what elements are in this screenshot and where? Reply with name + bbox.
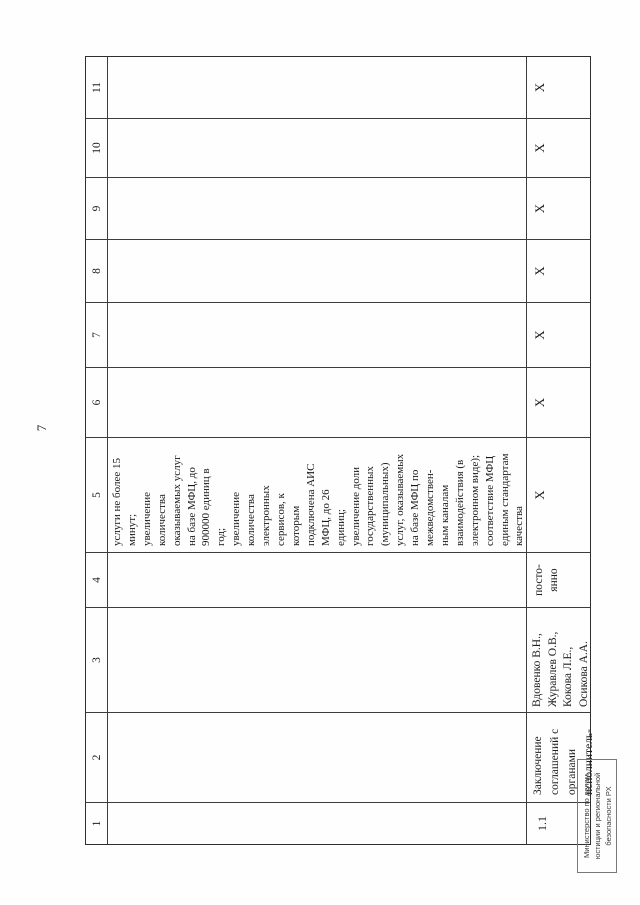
empty-cell	[108, 712, 527, 802]
text-line: Вдовенко В.Н.,	[531, 633, 543, 707]
text-line: МФЦ, до 26	[319, 489, 332, 546]
text-line: взаимодействия (в	[453, 459, 466, 546]
text-line: сервисов, к	[274, 493, 287, 546]
text-line: единиц;	[334, 509, 347, 546]
text-line: Журавлев О.В.,	[546, 631, 559, 707]
mark-cell-11: Х	[532, 82, 547, 93]
text-line: 900000 единиц в	[200, 468, 213, 546]
text-line: соответствие МФЦ	[483, 455, 496, 546]
registration-stamp: Министерство по делам юстиции и региональ…	[577, 759, 617, 873]
text-line: услуг, оказываемых	[394, 453, 407, 546]
text-line: государственных	[364, 466, 377, 546]
empty-cell	[108, 57, 527, 118]
text-line: единым стандартам	[498, 453, 511, 546]
text-line: количества	[155, 494, 168, 546]
text-line: количества	[245, 494, 258, 546]
empty-cell	[108, 302, 527, 367]
text-line: которым	[289, 505, 302, 546]
text-line: посто-	[533, 564, 545, 596]
text-line: увеличение	[140, 492, 153, 546]
text-line: увеличение	[230, 492, 243, 546]
text-line: увеличение доли	[349, 466, 362, 546]
text-line: юстиции и региональной	[593, 772, 602, 860]
mark-cell-6: Х	[527, 367, 590, 437]
text-line: услуги не более 15	[111, 458, 123, 546]
mark-cell-10: Х	[527, 118, 590, 177]
text-line: качества	[513, 506, 526, 546]
text-line: Заключение	[532, 736, 544, 795]
executors-cell: Вдовенко В.Н., Журавлев О.В., Кокова Л.Е.,…	[527, 607, 590, 712]
text-line: Осикова А.А.	[577, 641, 590, 707]
empty-cell	[108, 118, 527, 177]
table-header-cell-10: 10	[86, 118, 108, 177]
text-line: на базе МФЦ по	[409, 469, 422, 546]
text-line: безопасности РХ	[604, 786, 613, 846]
table-header-cell-8: 8	[86, 239, 108, 302]
text-line: янно	[548, 568, 560, 592]
text-line: подключена АИС	[304, 463, 317, 546]
table-header-cell-5: 5	[86, 437, 108, 552]
page-number: 7	[34, 424, 49, 432]
empty-cell	[108, 239, 527, 302]
empty-cell	[108, 367, 527, 437]
text-line: минут;	[125, 513, 138, 546]
empty-cell	[108, 552, 527, 607]
text-line: год;	[215, 527, 228, 546]
mark-cell-8: Х	[527, 239, 590, 302]
table-header-cell-7: 7	[86, 302, 108, 367]
text-line: ным каналам	[438, 484, 451, 546]
table-header-cell-2: 2	[86, 712, 108, 802]
term-cell: посто-янно	[527, 552, 590, 607]
text-line: электронном виде);	[468, 454, 481, 546]
text-line: соглашений с	[549, 728, 561, 795]
table-header-cell-9: 9	[86, 177, 108, 239]
text-line: Министерство по делам	[582, 774, 591, 858]
mark-cell-7: Х	[527, 302, 590, 367]
table-header-cell-3: 3	[86, 607, 108, 712]
expected-results-cell: услуги не более 15 минут; увеличение количе…	[108, 437, 527, 552]
text-line: оказываемых услуг	[170, 455, 183, 546]
text-line: межведомствен-	[424, 469, 437, 546]
empty-cell	[108, 177, 527, 239]
table-header-cell-1: 1	[86, 802, 108, 844]
text-line: электронных	[260, 485, 273, 546]
table-header-cell-11: 11	[86, 57, 108, 118]
empty-cell	[108, 607, 527, 712]
text-line: (муниципальных)	[379, 462, 392, 546]
empty-cell	[108, 802, 527, 844]
text-line: Кокова Л.Е.,	[562, 646, 574, 707]
mark-cell-5: Х	[527, 437, 590, 552]
mark-cell-9: Х	[527, 177, 590, 239]
action-plan-table: 1 2 3 4 5 6 7 8 9 10 11 услуги не более …	[85, 56, 595, 845]
table-header-cell-6: 6	[86, 367, 108, 437]
table-header-cell-4: 4	[86, 552, 108, 607]
text-line: на базе МФЦ, до	[185, 467, 198, 546]
